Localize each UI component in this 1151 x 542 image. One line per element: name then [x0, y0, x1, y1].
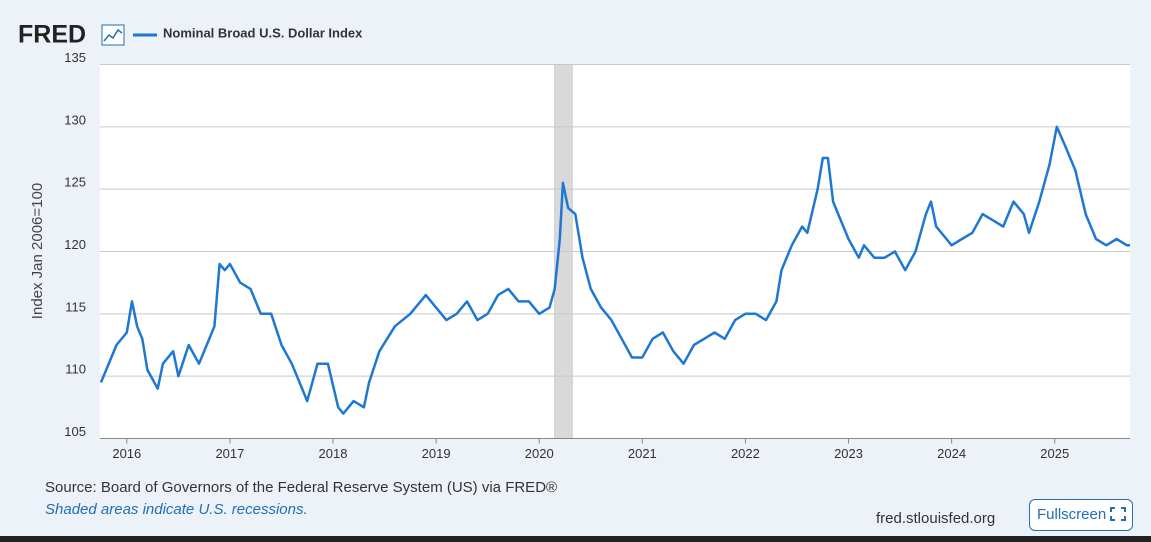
fullscreen-button[interactable]: Fullscreen [1029, 499, 1133, 531]
source: Source: Board of Governors of the Federa… [45, 479, 558, 496]
x-tick-label: 2025 [1040, 446, 1069, 461]
y-tick-label: 125 [64, 175, 86, 190]
x-tick-label: 2016 [112, 446, 141, 461]
y-tick-label: 120 [64, 237, 86, 252]
x-tick-label: 2020 [525, 446, 554, 461]
bottom-bar [0, 536, 1151, 542]
x-tick-label: 2018 [319, 446, 348, 461]
x-tick-label: 2017 [215, 446, 244, 461]
y-tick-label: 135 [64, 50, 86, 65]
y-tick-label: 130 [64, 112, 86, 127]
fullscreen-label: Fullscreen [1037, 506, 1107, 523]
site-link: fred.stlouisfed.org [876, 510, 996, 527]
y-tick-label: 110 [65, 362, 86, 377]
series-line [99, 125, 1130, 415]
x-tick-label: 2023 [834, 446, 863, 461]
logo: FRED [18, 21, 86, 49]
logo-icon [101, 24, 125, 46]
recession-note: Shaded areas indicate U.S. recessions. [45, 501, 308, 518]
legend-label: Nominal Broad U.S. Dollar Index [163, 25, 363, 40]
y-tick-label: 115 [65, 299, 86, 314]
x-tick-label: 2021 [628, 446, 657, 461]
x-tick-label: 2019 [422, 446, 451, 461]
chart: FRED Nominal Broad U.S. Dollar Index Ind… [18, 21, 1130, 461]
y-tick-label: 105 [64, 424, 86, 439]
x-tick-label: 2022 [731, 446, 760, 461]
y-axis-label: Index Jan 2006=100 [29, 183, 46, 319]
fullscreen-icon [1110, 507, 1127, 521]
x-tick-label: 2024 [937, 446, 966, 461]
